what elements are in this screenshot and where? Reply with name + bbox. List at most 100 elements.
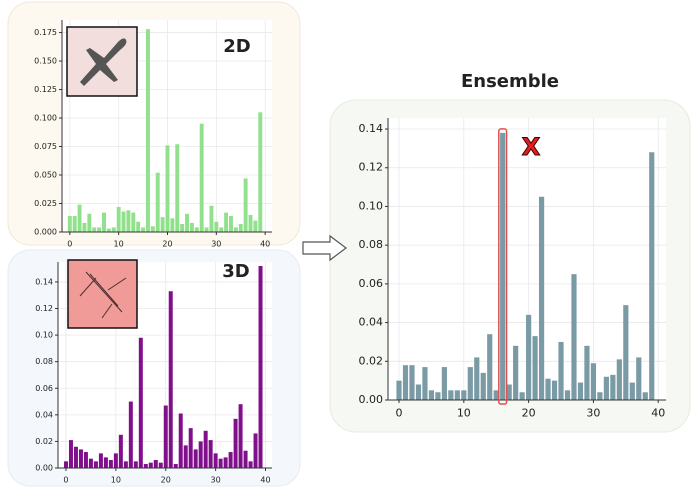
bar [164,406,168,468]
bar [591,363,596,400]
bar [104,457,108,468]
bar [189,428,193,468]
bar [134,461,138,468]
bar [92,227,96,232]
bar [139,338,143,468]
bar [558,342,563,400]
chart-title: Ensemble [461,71,559,92]
bar [83,223,87,232]
bar [69,440,73,468]
y-tick-label: 0.12 [359,161,384,174]
bar [180,224,184,232]
x-tick-label: 40 [260,240,270,249]
bar [146,29,150,232]
bar [184,445,188,468]
bar [151,226,155,232]
bar [229,452,233,468]
y-tick-label: 0.025 [34,199,57,208]
bar [539,197,544,400]
bar [64,461,68,468]
bar [79,449,83,468]
x-tick-label: 10 [111,476,121,485]
y-tick-label: 0.10 [359,199,384,212]
y-tick-label: 0.075 [34,142,57,151]
bar [597,392,602,400]
y-tick-label: 0.06 [359,277,384,290]
bar [435,392,440,400]
y-tick-label: 0.02 [359,354,384,367]
bar [396,381,401,400]
bar [119,435,123,468]
bar [161,217,165,232]
bar [610,375,615,400]
bar [259,266,263,468]
x-tick-label: 10 [457,407,471,420]
bar [249,215,253,232]
bar [416,385,421,400]
x-tick-label: 30 [586,407,600,420]
bar [195,227,199,232]
y-tick-label: 0.08 [35,357,53,366]
x-tick-label: 40 [260,476,270,485]
bar [448,390,453,400]
bar [107,229,111,232]
bar [468,367,473,400]
bar [73,216,77,232]
bar [474,357,479,400]
bar [170,218,174,232]
bar [209,440,213,468]
bar [117,207,121,232]
bar [494,390,499,400]
bar [136,222,140,232]
bar [214,222,218,232]
y-tick-label: 0.100 [34,114,57,123]
bar [224,213,228,232]
bar [258,112,262,232]
bar [129,402,133,468]
x-tick-label: 30 [211,476,221,485]
bar [244,451,248,468]
bar [507,385,512,400]
bar [442,367,447,400]
bar [89,459,93,468]
y-tick-label: 0.10 [35,331,53,340]
bar [122,211,126,232]
bar [455,390,460,400]
x-tick-label: 20 [162,240,172,249]
y-tick-label: 0.00 [35,464,53,473]
bar [175,144,179,232]
x-tick-label: 40 [651,407,665,420]
bar [166,145,170,232]
bar [78,205,82,232]
bar [604,377,609,400]
bar [617,359,622,400]
bar [545,379,550,400]
x-tick-label: 0 [67,240,72,249]
bar [194,449,198,468]
bar [126,210,130,232]
bar [174,464,178,468]
bar [156,173,160,232]
bar [403,365,408,400]
bar [112,227,116,232]
bar [109,460,113,468]
y-tick-label: 0.125 [34,85,57,94]
bar [179,414,183,468]
x-tick-label: 30 [211,240,221,249]
bar [205,227,209,232]
figure: 0.0000.0250.0500.0750.1000.1250.1500.175… [0,0,695,488]
bar [623,305,628,400]
bar [169,291,173,468]
bar [630,383,635,400]
bar [199,441,203,468]
bar [643,392,648,400]
bar [461,390,466,400]
bar [224,457,228,468]
bar [533,336,538,400]
bar [571,274,576,400]
y-tick-label: 0.08 [359,238,384,251]
x-tick-label: 0 [63,476,68,485]
y-tick-label: 0.06 [35,384,53,393]
bar [409,365,414,400]
bar [234,227,238,232]
